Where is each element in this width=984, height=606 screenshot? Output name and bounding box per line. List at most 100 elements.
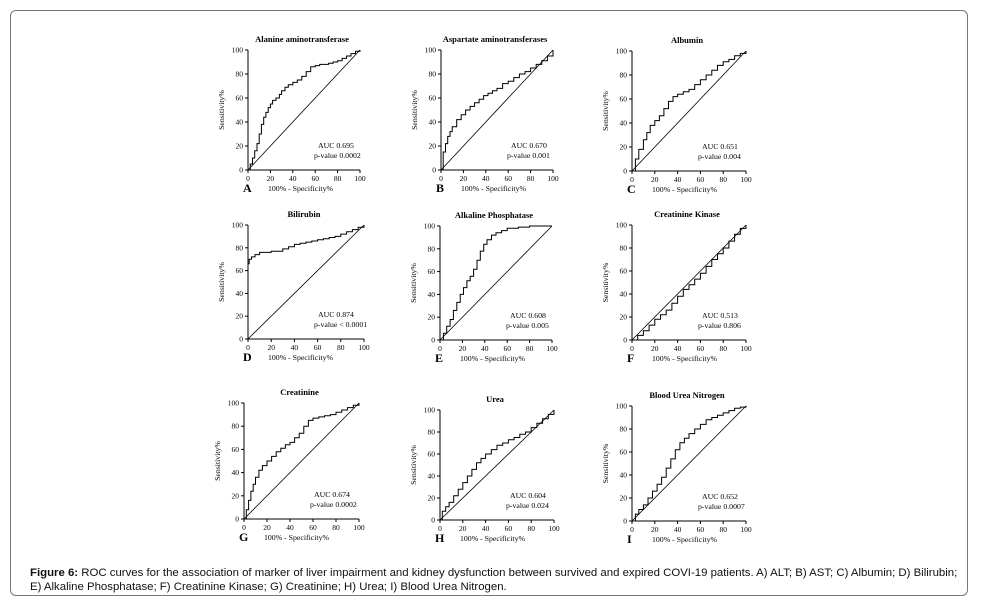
x-tick-label-e: 20 [459,344,467,353]
p-value-label-g: p-value 0.0002 [310,500,357,509]
y-tick-label-d: 0 [239,335,243,344]
x-tick-label-g: 100 [353,523,365,532]
x-tick-label-b: 100 [547,174,559,183]
y-tick-label-c: 60 [620,95,628,104]
y-tick-label-c: 100 [616,47,628,56]
chart-title-b: Aspartate aminotransferases [443,34,548,44]
x-tick-label-b: 20 [460,174,468,183]
x-tick-label-d: 100 [358,343,370,352]
x-tick-label-h: 80 [527,524,535,533]
p-value-label-i: p-value 0.0007 [698,502,745,511]
x-tick-label-h: 0 [438,524,442,533]
x-tick-label-i: 20 [651,525,659,534]
x-tick-label-a: 0 [246,174,250,183]
y-tick-label-h: 100 [424,406,436,415]
roc-curve-d [248,225,365,265]
roc-curve-i [632,406,747,522]
y-tick-label-d: 20 [236,312,244,321]
x-tick-label-c: 20 [651,175,659,184]
y-tick-label-f: 80 [620,244,628,253]
y-tick-label-i: 80 [620,425,628,434]
y-tick-label-f: 20 [620,313,628,322]
y-tick-label-f: 0 [623,336,627,345]
x-axis-label-d: 100% - Specificity% [268,353,333,362]
x-tick-label-f: 0 [630,344,634,353]
y-tick-label-e: 0 [431,336,435,345]
y-tick-label-e: 80 [428,244,436,253]
y-tick-label-b: 40 [429,118,437,127]
auc-label-h: AUC 0.604 [510,491,546,500]
x-tick-label-i: 60 [697,525,705,534]
x-tick-label-b: 60 [504,174,512,183]
x-tick-label-h: 20 [459,524,467,533]
x-tick-label-i: 100 [740,525,752,534]
y-tick-label-h: 40 [428,472,436,481]
y-tick-label-g: 0 [235,515,239,524]
x-tick-label-f: 60 [697,344,705,353]
y-tick-label-h: 60 [428,450,436,459]
reference-line-b [440,49,554,171]
y-axis-label-a: Sensitivity% [217,90,226,130]
y-tick-label-c: 0 [623,167,627,176]
y-tick-label-e: 20 [428,313,436,322]
x-tick-label-h: 60 [505,524,513,533]
x-tick-label-e: 80 [526,344,534,353]
x-tick-label-c: 0 [630,175,634,184]
y-tick-label-a: 0 [239,166,243,175]
x-tick-label-h: 40 [482,524,490,533]
auc-label-g: AUC 0.674 [314,490,350,499]
y-tick-label-i: 20 [620,494,628,503]
x-tick-label-i: 40 [674,525,682,534]
panel-letter-d: D [243,350,252,364]
roc-curve-h [440,410,555,521]
panel-letter-i: I [627,532,632,546]
x-tick-label-f: 80 [719,344,727,353]
x-tick-label-c: 40 [674,175,682,184]
x-tick-label-g: 0 [242,523,246,532]
y-tick-label-f: 100 [616,221,628,230]
x-tick-label-g: 40 [286,523,294,532]
y-tick-label-a: 60 [236,94,244,103]
y-tick-label-b: 20 [429,142,437,151]
roc-curve-f [632,225,747,341]
y-tick-label-d: 40 [236,289,244,298]
chart-title-f: Creatinine Kinase [654,209,720,219]
y-axis-label-f: Sensitivity% [601,262,610,302]
x-tick-label-a: 20 [267,174,275,183]
y-tick-label-i: 40 [620,471,628,480]
y-tick-label-h: 80 [428,428,436,437]
x-axis-label-a: 100% - Specificity% [268,184,333,193]
x-axis-label-g: 100% - Specificity% [264,533,329,542]
p-value-label-f: p-value 0.806 [698,321,741,330]
roc-curve-c [632,51,747,172]
x-tick-label-h: 100 [548,524,560,533]
x-tick-label-g: 60 [309,523,317,532]
x-axis-label-b: 100% - Specificity% [461,184,526,193]
y-axis-label-d: Sensitivity% [217,262,226,302]
figure-frame [10,10,968,596]
x-tick-label-a: 100 [354,174,366,183]
chart-title-c: Albumin [671,35,703,45]
y-axis-label-b: Sensitivity% [410,90,419,130]
x-tick-label-e: 60 [503,344,511,353]
reference-line-g [243,402,360,520]
x-tick-label-d: 0 [246,343,250,352]
p-value-label-a: p-value 0.0002 [314,151,361,160]
y-tick-label-g: 100 [228,399,240,408]
auc-label-d: AUC 0.874 [318,310,354,319]
y-tick-label-b: 80 [429,70,437,79]
y-tick-label-c: 20 [620,143,628,152]
p-value-label-b: p-value 0.001 [507,151,550,160]
y-tick-label-b: 60 [429,94,437,103]
chart-title-a: Alanine aminotransferase [255,34,349,44]
y-tick-label-g: 80 [232,422,240,431]
x-tick-label-a: 60 [311,174,319,183]
y-axis-label-g: Sensitivity% [213,441,222,481]
x-tick-label-a: 40 [289,174,297,183]
chart-title-e: Alkaline Phosphatase [455,210,533,220]
reference-line-f [631,224,747,341]
x-axis-label-f: 100% - Specificity% [652,354,717,363]
y-tick-label-d: 80 [236,243,244,252]
x-tick-label-e: 0 [438,344,442,353]
x-tick-label-d: 40 [291,343,299,352]
